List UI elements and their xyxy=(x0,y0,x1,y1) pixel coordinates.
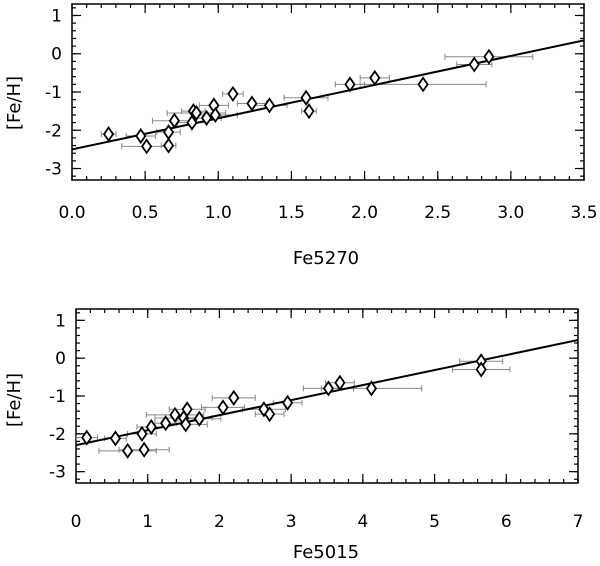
panel-top: [Fe/H] Fe5270 0.0 0.5 1.0 1.5 2.0 2.5 3.0 3.5 -3… xyxy=(4,3,598,269)
x-tick-label-top: 1.0 xyxy=(205,203,232,223)
data-point xyxy=(109,430,122,447)
xlabel-bottom: Fe5015 xyxy=(293,542,359,563)
data-point xyxy=(264,406,276,423)
data-point xyxy=(246,95,258,112)
y-tick-label-bottom: -3 xyxy=(49,463,66,483)
x-tick-label-top: 3.0 xyxy=(497,203,524,223)
x-tick-label-bottom: 6 xyxy=(501,512,512,532)
data-point xyxy=(102,126,115,143)
y-tick-label-top: -3 xyxy=(45,160,62,180)
x-tick-label-top: 2.0 xyxy=(351,203,378,223)
x-tick-label-top: 0.5 xyxy=(132,203,159,223)
data-point xyxy=(145,418,157,436)
x-tick-label-bottom: 4 xyxy=(357,512,368,532)
data-point xyxy=(344,76,356,93)
data-point xyxy=(468,56,480,73)
y-tick-label-top: -2 xyxy=(45,121,62,141)
y-tick-label-top: -1 xyxy=(45,83,62,103)
data-point xyxy=(168,112,180,129)
data-point xyxy=(228,389,240,406)
x-tick-label-bottom: 5 xyxy=(429,512,440,532)
xlabel-top: Fe5270 xyxy=(293,248,359,269)
data-point xyxy=(281,394,294,411)
data-point xyxy=(322,380,335,397)
x-tick-label-bottom: 2 xyxy=(214,512,225,532)
data-point xyxy=(181,401,193,418)
data-point xyxy=(227,85,239,102)
data-point xyxy=(190,104,202,122)
fit-line-top xyxy=(72,39,584,151)
data-point xyxy=(365,380,378,397)
data-point xyxy=(122,442,134,459)
data-point xyxy=(162,137,175,154)
panel-bottom: [Fe/H] Fe5015 0 1 2 3 4 5 6 7 -3 -2 -1 0 1 xyxy=(4,308,584,563)
x-tick-label-bottom: 1 xyxy=(142,512,153,532)
data-point xyxy=(169,406,181,423)
data-point xyxy=(162,124,175,141)
data-point xyxy=(200,109,213,127)
x-tick-label-top: 3.5 xyxy=(570,203,597,223)
x-tick-label-top: 2.5 xyxy=(424,203,451,223)
data-point xyxy=(209,106,221,124)
data-point xyxy=(135,127,147,145)
data-point xyxy=(369,69,381,86)
data-point xyxy=(483,48,495,65)
data-point xyxy=(300,89,312,106)
x-tick-label-bottom: 0 xyxy=(71,512,82,532)
plot-frame-bottom xyxy=(75,308,579,484)
x-tick-label-top: 1.5 xyxy=(278,203,305,223)
data-point xyxy=(193,410,205,427)
data-point xyxy=(141,138,153,155)
data-point xyxy=(186,114,198,131)
data-point xyxy=(138,441,150,458)
data-point xyxy=(334,374,346,391)
ylabel-top: [Fe/H] xyxy=(4,76,25,130)
y-tick-label-bottom: 0 xyxy=(55,349,66,369)
data-point xyxy=(475,361,487,378)
x-tick-label-bottom: 7 xyxy=(573,512,584,532)
data-layer-bottom xyxy=(76,339,578,459)
y-tick-label-top: 1 xyxy=(51,6,62,26)
data-point xyxy=(160,415,172,432)
data-point xyxy=(81,429,93,446)
y-tick-label-bottom: 1 xyxy=(55,311,66,331)
y-tick-label-bottom: -1 xyxy=(49,387,66,407)
data-point xyxy=(417,76,429,93)
data-point xyxy=(180,416,192,433)
x-tick-label-bottom: 3 xyxy=(286,512,297,532)
data-point xyxy=(217,399,229,416)
data-point xyxy=(136,425,148,442)
y-tick-label-top: 0 xyxy=(51,45,62,65)
y-tick-label-bottom: -2 xyxy=(49,425,66,445)
ylabel-bottom: [Fe/H] xyxy=(4,373,25,427)
plot-frame-top xyxy=(71,3,585,181)
data-point xyxy=(263,97,276,114)
data-layer-top xyxy=(72,39,584,155)
data-point xyxy=(303,103,315,120)
x-tick-label-top: 0.0 xyxy=(58,203,85,223)
